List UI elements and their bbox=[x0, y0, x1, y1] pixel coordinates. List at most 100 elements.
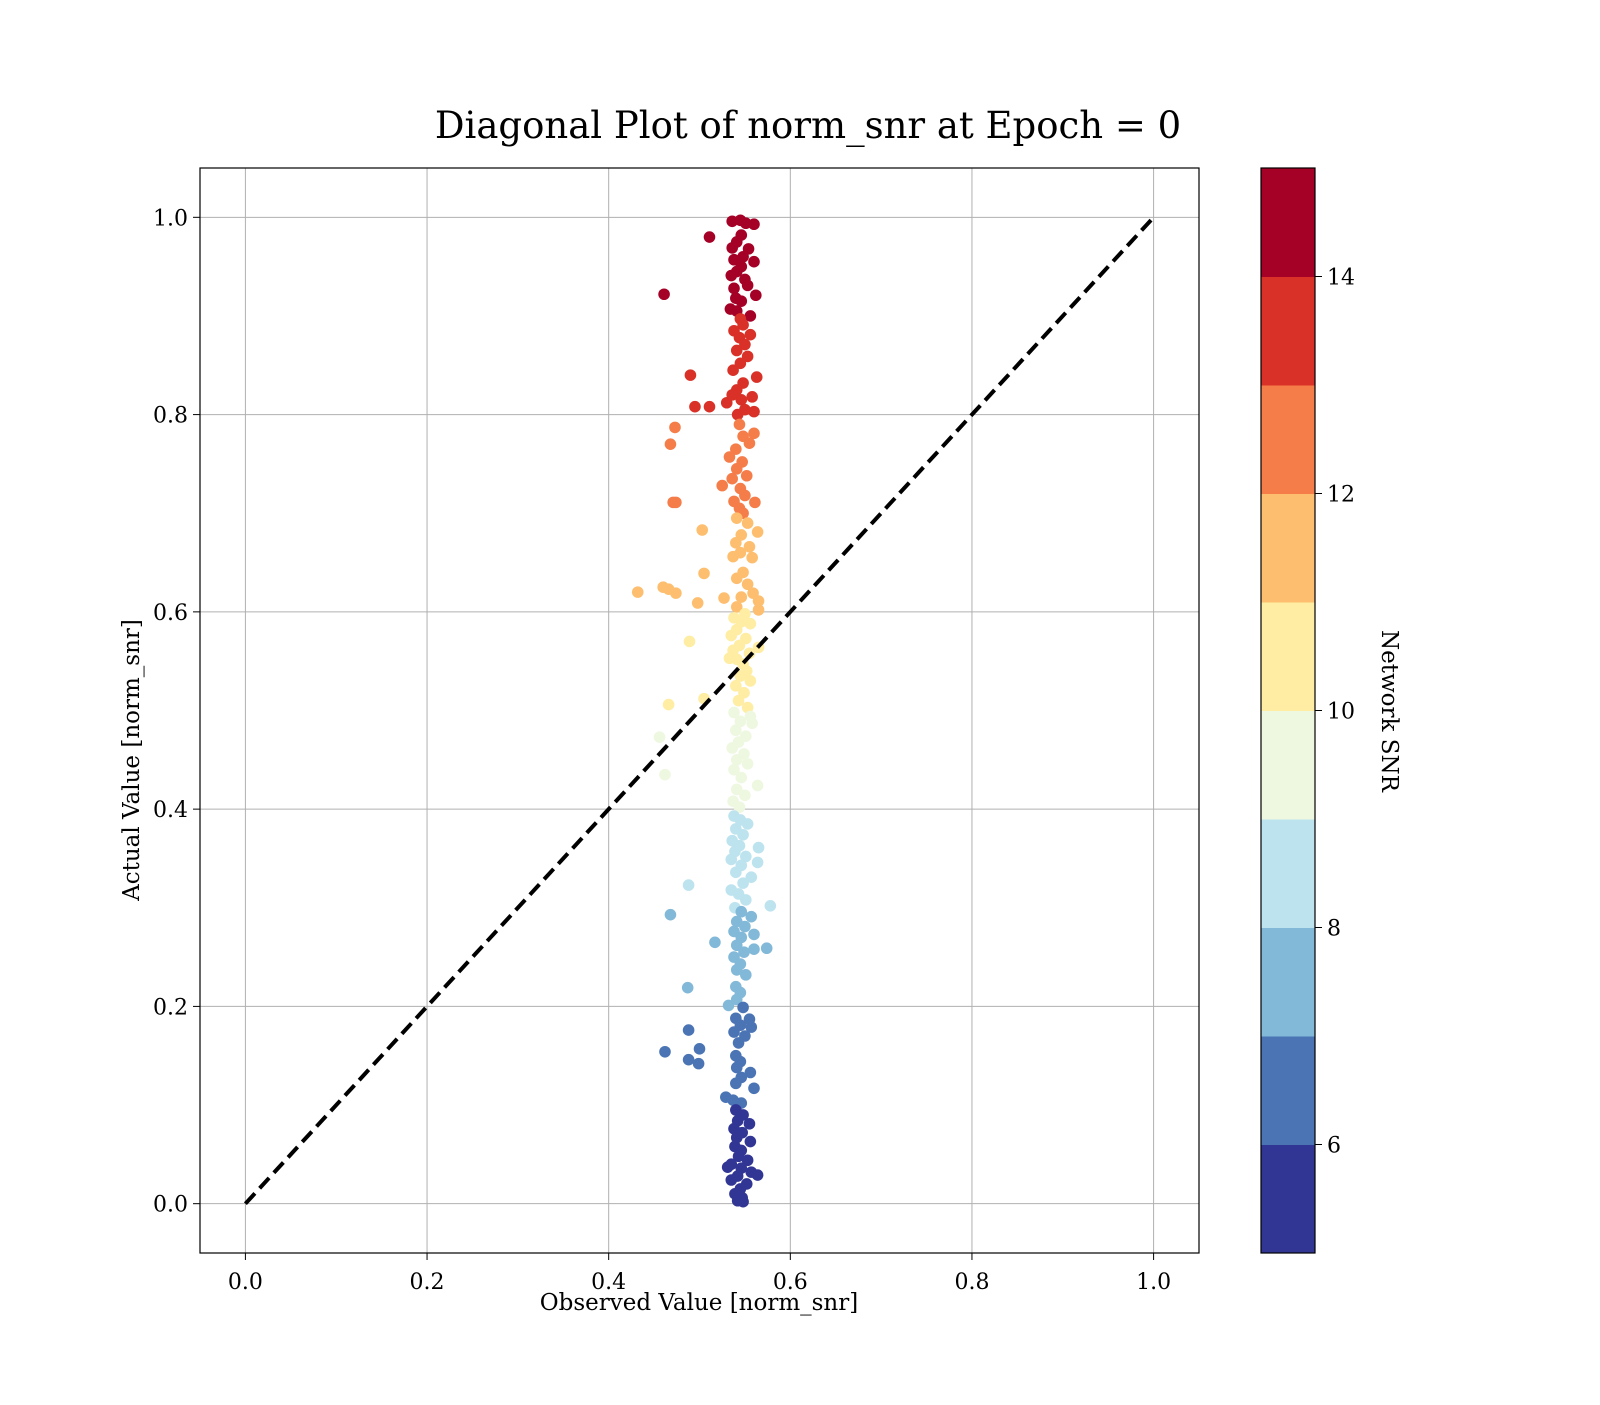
data-point bbox=[664, 908, 677, 921]
data-point bbox=[723, 652, 736, 665]
data-point bbox=[722, 999, 735, 1012]
colorbar: 6 8 10 12 14 bbox=[1260, 167, 1355, 1254]
x-axis-label: Observed Value [norm_snr] bbox=[540, 1290, 858, 1316]
data-point bbox=[730, 463, 743, 475]
x-tick-label: 1.0 bbox=[1136, 1270, 1171, 1295]
data-point bbox=[659, 768, 671, 781]
data-point bbox=[751, 1169, 764, 1181]
grid bbox=[200, 168, 1199, 1253]
data-point bbox=[669, 421, 681, 434]
y-tick-label: 0.0 bbox=[153, 1193, 188, 1218]
data-point bbox=[745, 871, 758, 883]
data-point bbox=[730, 754, 743, 766]
data-point bbox=[744, 328, 757, 341]
data-point bbox=[741, 757, 754, 770]
data-point bbox=[730, 344, 743, 357]
data-point bbox=[743, 540, 756, 553]
data-point bbox=[739, 338, 751, 351]
y-tick-label: 0.6 bbox=[153, 601, 188, 626]
plot-frame bbox=[199, 167, 1200, 1254]
data-point bbox=[740, 969, 752, 981]
data-point bbox=[760, 942, 773, 955]
data-point bbox=[740, 850, 752, 863]
data-point bbox=[748, 943, 760, 955]
data-points bbox=[631, 214, 777, 1208]
data-point bbox=[730, 1131, 743, 1144]
data-point bbox=[730, 680, 742, 692]
colorbar-label: Network SNR bbox=[1376, 630, 1402, 793]
data-point bbox=[653, 731, 666, 743]
x-tick-label: 0.4 bbox=[591, 1270, 626, 1295]
data-point bbox=[734, 357, 747, 370]
colorbar-segment bbox=[1261, 602, 1315, 711]
data-point bbox=[741, 350, 754, 363]
data-point bbox=[744, 617, 757, 630]
colorbar-segment bbox=[1261, 493, 1315, 603]
data-point bbox=[693, 1043, 706, 1055]
data-point bbox=[730, 964, 743, 976]
colorbar-tick-label: 10 bbox=[1327, 700, 1355, 725]
data-point bbox=[725, 853, 738, 866]
data-point bbox=[735, 393, 748, 406]
data-point bbox=[728, 253, 740, 266]
data-point bbox=[745, 910, 758, 923]
data-point bbox=[750, 289, 762, 302]
data-point bbox=[681, 981, 694, 994]
data-point bbox=[726, 389, 738, 401]
data-point bbox=[716, 479, 729, 492]
data-point bbox=[744, 1135, 757, 1148]
y-tick-label: 0.8 bbox=[153, 404, 188, 429]
data-point bbox=[659, 1045, 671, 1058]
data-point bbox=[670, 496, 682, 509]
data-point bbox=[692, 1057, 705, 1070]
y-tick-label: 1.0 bbox=[153, 206, 188, 231]
diagonal-reference-line bbox=[243, 215, 1156, 1206]
colorbar-tick-label: 12 bbox=[1327, 483, 1355, 508]
data-point bbox=[741, 578, 754, 591]
data-point bbox=[748, 928, 760, 941]
data-point bbox=[740, 894, 752, 906]
x-tick-label: 0.2 bbox=[410, 1270, 445, 1295]
data-point bbox=[741, 818, 754, 830]
data-point bbox=[751, 526, 764, 538]
data-point bbox=[658, 288, 670, 301]
data-point bbox=[682, 1024, 695, 1036]
data-point bbox=[696, 524, 709, 536]
data-point bbox=[730, 512, 743, 524]
data-point bbox=[739, 920, 751, 933]
data-point bbox=[749, 496, 761, 509]
data-point bbox=[737, 319, 749, 331]
data-point bbox=[730, 537, 742, 549]
data-point bbox=[732, 694, 745, 707]
data-point bbox=[703, 400, 716, 413]
data-point bbox=[743, 437, 756, 449]
data-point bbox=[744, 675, 757, 687]
data-point bbox=[728, 763, 740, 776]
colorbar-tick-label: 8 bbox=[1327, 917, 1341, 942]
data-point bbox=[748, 1082, 760, 1095]
data-point bbox=[684, 369, 697, 381]
x-tick-label: 0.8 bbox=[954, 1270, 989, 1295]
data-point bbox=[741, 1154, 754, 1167]
colorbar-segment bbox=[1261, 1144, 1315, 1254]
data-point bbox=[725, 269, 738, 282]
data-point bbox=[737, 1001, 749, 1014]
y-axis-ticks: 0.0 0.2 0.4 0.6 0.8 1.0 bbox=[153, 206, 200, 1218]
data-point bbox=[740, 469, 753, 482]
data-point bbox=[752, 604, 765, 616]
data-point bbox=[682, 879, 695, 891]
data-point bbox=[739, 403, 751, 416]
data-point bbox=[734, 715, 747, 728]
data-point bbox=[682, 1053, 695, 1066]
data-point bbox=[743, 647, 756, 660]
data-point bbox=[728, 282, 740, 295]
data-point bbox=[750, 371, 763, 383]
data-point bbox=[733, 801, 746, 813]
data-point bbox=[730, 443, 742, 455]
data-point bbox=[718, 592, 730, 604]
data-point bbox=[726, 242, 738, 254]
colorbar-segment bbox=[1261, 1036, 1315, 1145]
y-tick-label: 0.2 bbox=[153, 995, 188, 1020]
chart-title: Diagonal Plot of norm_snr at Epoch = 0 bbox=[435, 104, 1181, 148]
